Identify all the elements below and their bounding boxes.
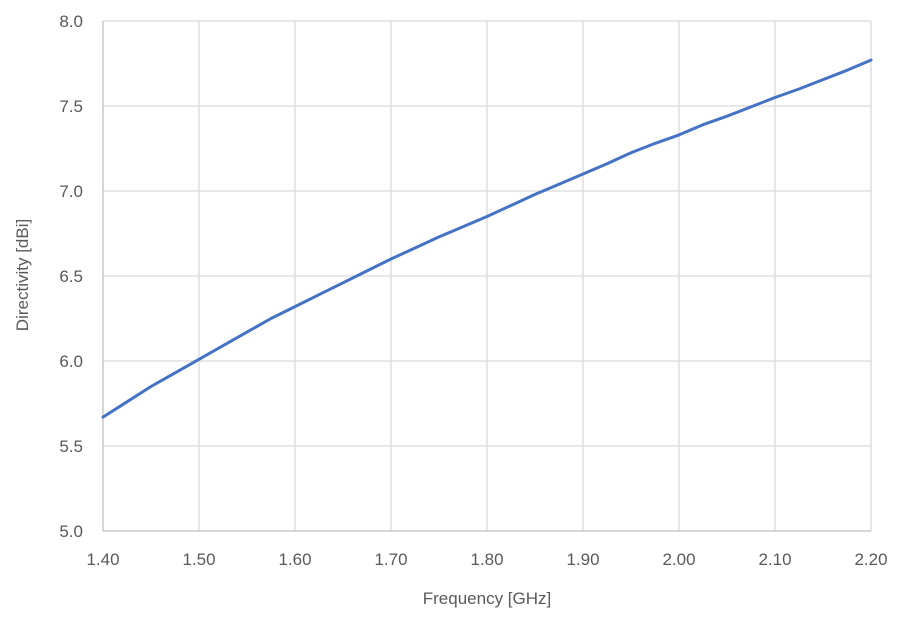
x-tick-label: 1.70 [374,550,407,569]
x-axis-title: Frequency [GHz] [423,589,552,608]
x-tick-label: 1.50 [182,550,215,569]
gridlines [103,20,872,531]
x-tick-label: 2.00 [662,550,695,569]
y-axis-title: Directivity [dBi] [13,219,32,331]
x-tick-label: 1.80 [470,550,503,569]
y-tick-label: 7.5 [59,97,83,116]
y-tick-label: 7.0 [59,182,83,201]
y-tick-label: 6.0 [59,352,83,371]
tick-labels: 5.0 5.5 6.0 6.5 7.0 7.5 8.0 1.40 1.50 1.60 1.70 1.8… [59,12,887,569]
series-line [101,58,873,419]
x-tick-label: 2.10 [758,550,791,569]
y-tick-label: 6.5 [59,267,83,286]
x-tick-label: 1.40 [86,550,119,569]
x-tick-label: 1.90 [566,550,599,569]
series-layer [101,58,873,419]
x-tick-label: 1.60 [278,550,311,569]
x-tick-label: 2.20 [854,550,887,569]
y-tick-label: 8.0 [59,12,83,31]
y-tick-label: 5.0 [59,522,83,541]
axes [102,21,871,532]
y-tick-label: 5.5 [59,437,83,456]
